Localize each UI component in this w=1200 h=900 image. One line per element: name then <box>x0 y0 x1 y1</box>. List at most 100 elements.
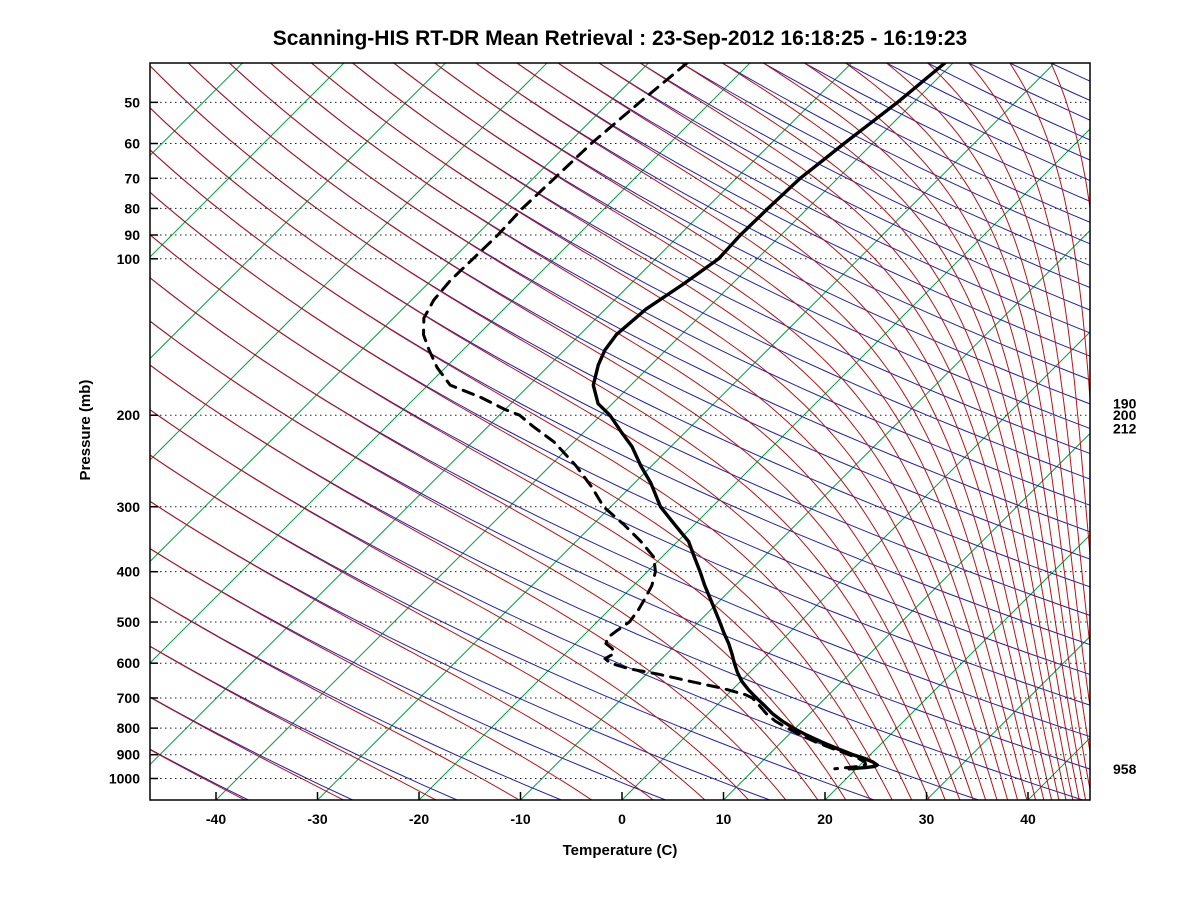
pressure-tick-label: 80 <box>124 200 140 216</box>
moist-adiabat-line <box>150 191 893 800</box>
moist-adiabat-line <box>639 63 1067 800</box>
dry-adiabat-line <box>187 63 1090 560</box>
dry-adiabat-line <box>680 63 1090 267</box>
right-pressure-label: 212 <box>1113 420 1137 436</box>
moist-adiabat-line <box>150 234 871 800</box>
dry-adiabat-line <box>557 63 1090 334</box>
moist-adiabat-line <box>150 696 344 800</box>
moist-adiabat-line <box>516 63 1045 800</box>
ticks-group <box>150 101 1029 800</box>
dry-adiabats-group <box>150 63 1090 800</box>
temp-tick-label: -10 <box>510 811 530 827</box>
moist-adiabat-line <box>968 63 1090 561</box>
dry-adiabat-line <box>311 63 1090 480</box>
moist-adiabat-line <box>150 320 819 800</box>
plot-border <box>149 62 1091 801</box>
moist-adiabat-line <box>845 63 1090 756</box>
moist-adiabat-line <box>150 645 437 800</box>
isotherm-line <box>317 63 1055 800</box>
isotherm-line <box>150 63 649 563</box>
dry-adiabat-line <box>763 63 1090 223</box>
dry-adiabat-line <box>150 547 666 800</box>
dry-adiabat-line <box>721 63 1090 245</box>
isotherm-line <box>150 63 548 461</box>
isotherms-group <box>150 63 1090 800</box>
moist-adiabat-line <box>187 63 961 800</box>
moist-adiabat-line <box>434 63 1028 800</box>
dry-adiabat-line <box>516 63 1090 357</box>
moist-adiabat-line <box>270 63 987 800</box>
dry-adiabat-line <box>927 63 1090 141</box>
pressure-tick-label: 1000 <box>109 770 140 786</box>
isotherm-line <box>723 432 1090 800</box>
isotherm-line <box>150 63 852 766</box>
pressure-tick-label: 200 <box>117 407 141 423</box>
dry-adiabat-line <box>150 409 979 800</box>
pressure-tick-label: 400 <box>117 564 141 580</box>
moist-adiabat-line <box>804 63 1090 793</box>
dry-adiabat-line <box>150 149 1090 646</box>
pressure-tick-label: 700 <box>117 690 141 706</box>
tick-labels-group: 5060708090100200300400500600700800900100… <box>109 94 1137 827</box>
dewpoint-profile <box>422 63 868 771</box>
dry-adiabat-line <box>150 277 1090 738</box>
moist-adiabat-line <box>927 63 1090 650</box>
moist-adiabat-line <box>150 500 654 800</box>
moist-adiabat-line <box>763 63 1087 800</box>
pressure-tick-label: 90 <box>124 227 140 243</box>
temp-tick-label: 40 <box>1020 811 1036 827</box>
dry-adiabat-line <box>150 596 562 800</box>
moist-adiabat-line <box>393 63 1018 800</box>
moist-adiabat-line <box>557 63 1053 800</box>
right-pressure-label: 958 <box>1113 761 1137 777</box>
y-axis-label: Pressure (mb) <box>77 380 94 481</box>
chart-title: Scanning-HIS RT-DR Mean Retrieval : 23-S… <box>273 27 967 50</box>
pressure-tick-label: 60 <box>124 136 140 152</box>
dry-adiabat-line <box>229 63 1090 533</box>
dry-adiabat-line <box>150 645 458 800</box>
moist-adiabat-line <box>352 63 1009 800</box>
moist-adiabat-line <box>680 63 1074 800</box>
temp-tick-label: 0 <box>618 811 626 827</box>
pressure-tick-label: 70 <box>124 170 140 186</box>
dry-adiabat-line <box>598 63 1090 311</box>
isotherm-line <box>418 128 1090 800</box>
dry-adiabat-line <box>475 63 1090 381</box>
moist-adiabat-line <box>150 596 520 800</box>
isotherm-line <box>215 63 954 800</box>
isotherm-line <box>150 63 446 360</box>
dry-adiabat-line <box>150 364 1083 800</box>
moist-adiabat-line <box>598 63 1060 800</box>
dry-adiabat-line <box>393 63 1090 430</box>
dry-adiabat-line <box>639 63 1090 289</box>
isotherm-line <box>824 534 1090 800</box>
moist-adiabat-line <box>150 364 787 800</box>
dry-adiabat-line <box>150 234 1090 706</box>
moist-adiabat-line <box>150 409 750 800</box>
isotherm-line <box>621 331 1090 800</box>
isotherm-line <box>520 229 1090 800</box>
pressure-tick-label: 500 <box>117 614 141 630</box>
moist-adiabat-line <box>475 63 1037 800</box>
profiles-group <box>422 63 947 771</box>
moist-adiabat-line <box>150 65 946 800</box>
x-axis-label: Temperature (C) <box>563 842 678 859</box>
moist-adiabat-line <box>150 277 847 800</box>
moist-adiabat-line <box>150 454 706 800</box>
dry-adiabat-line <box>150 500 771 800</box>
dry-adiabat-line <box>804 63 1090 202</box>
moist-adiabat-line <box>229 63 974 800</box>
temp-tick-label: 30 <box>919 811 935 827</box>
moist-adiabats-group <box>150 63 1090 800</box>
pressure-tick-label: 300 <box>117 499 141 515</box>
moist-adiabat-line <box>311 63 998 800</box>
temp-tick-label: -30 <box>307 811 327 827</box>
moist-adiabat-line <box>150 548 593 800</box>
dry-adiabat-line <box>150 454 875 800</box>
dry-adiabat-line <box>434 63 1090 405</box>
temp-tick-label: -20 <box>409 811 429 827</box>
pressure-tick-label: 900 <box>117 747 141 763</box>
temp-tick-label: 10 <box>716 811 732 827</box>
